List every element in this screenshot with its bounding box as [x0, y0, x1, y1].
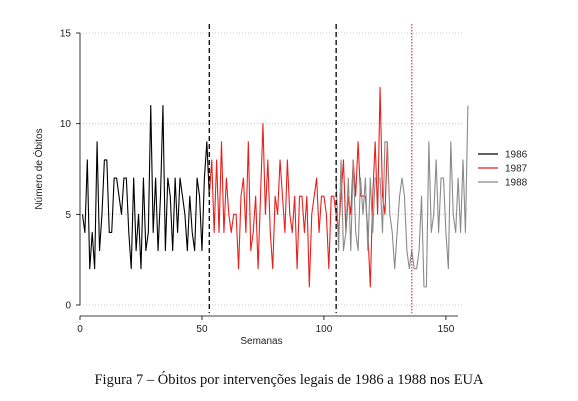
- x-tick-label-150: 150: [438, 324, 455, 335]
- y-tick-label-15: 15: [60, 29, 72, 40]
- figure-caption: Figura 7 – Óbitos por intervenções legai…: [94, 372, 484, 388]
- x-tick-label-100: 100: [316, 324, 333, 335]
- legend-label-1987: 1987: [505, 164, 528, 175]
- x-axis-label: Semanas: [240, 336, 282, 347]
- series-line-1986: [81, 104, 210, 270]
- series-line-1987: [208, 86, 388, 288]
- y-tick-label-10: 10: [60, 119, 72, 130]
- y-axis-label: Número de Óbitos: [32, 128, 45, 209]
- y-tick-label-0: 0: [65, 301, 71, 312]
- legend-label-1988: 1988: [505, 178, 528, 189]
- x-tick-label-0: 0: [77, 324, 83, 335]
- x-tick-label-50: 50: [196, 324, 208, 335]
- legend-label-1986: 1986: [505, 150, 528, 161]
- series-line-1988: [335, 105, 469, 288]
- y-tick-label-5: 5: [65, 210, 71, 221]
